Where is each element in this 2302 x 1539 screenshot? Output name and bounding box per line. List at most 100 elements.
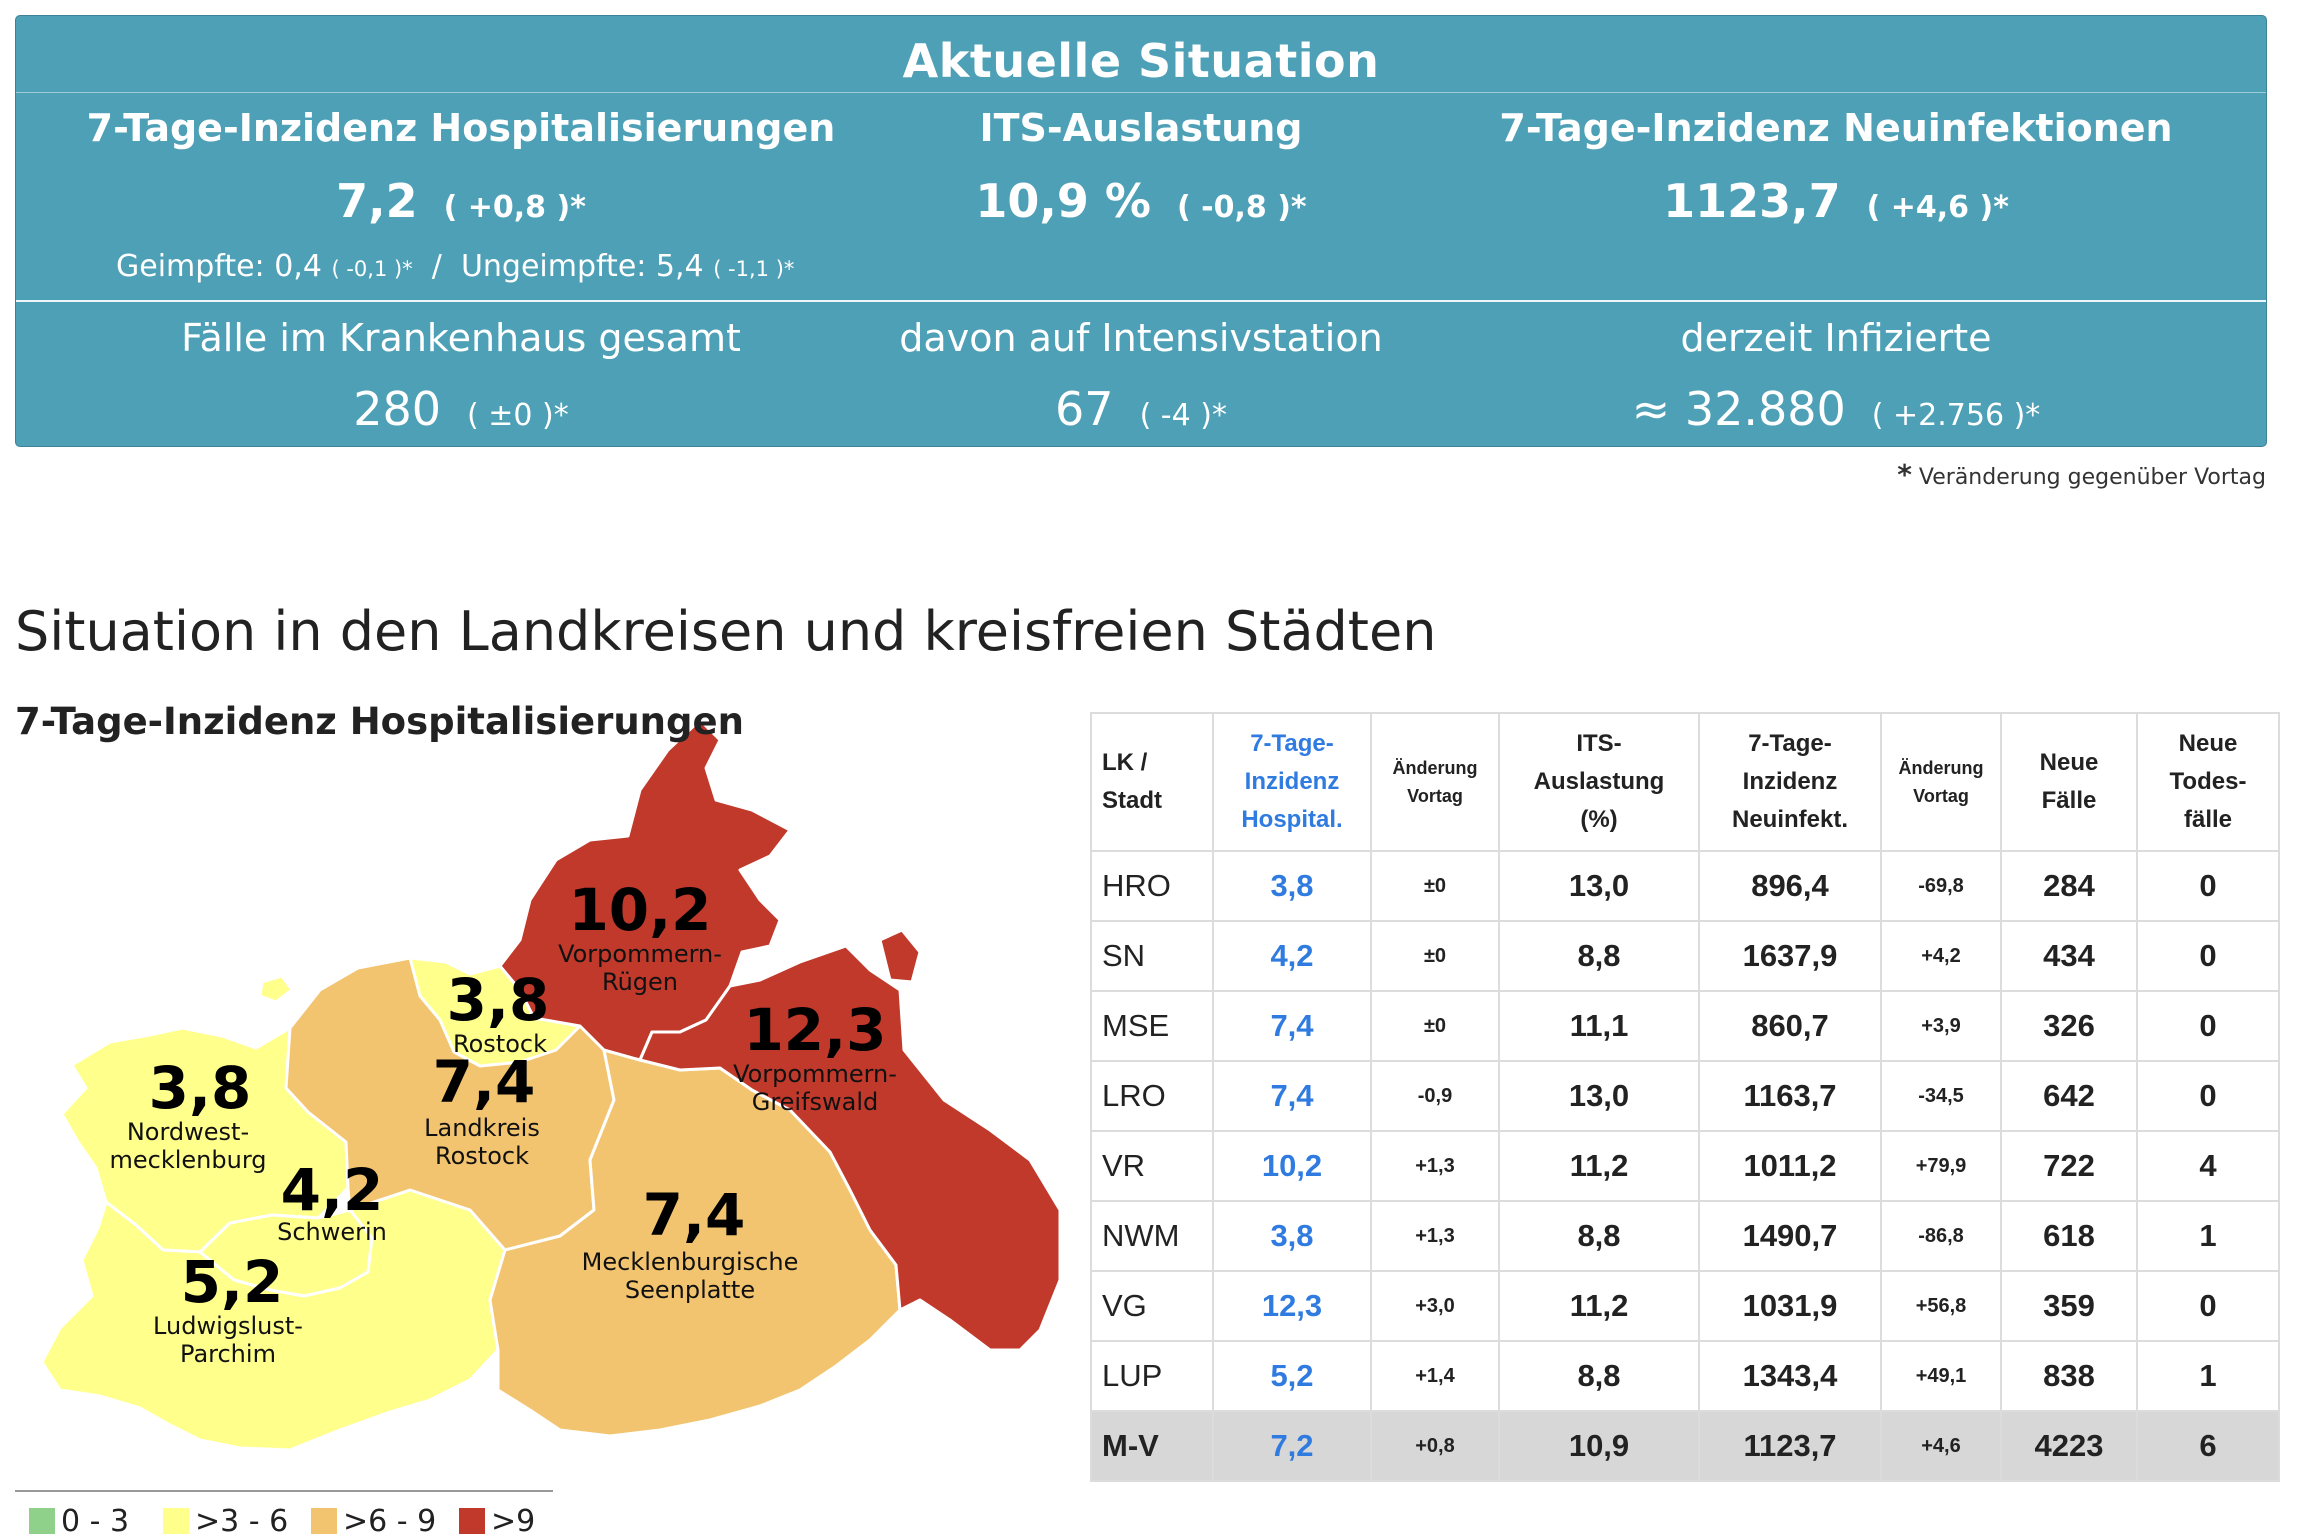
cell-new-cases: 838 <box>2000 1340 2138 1412</box>
icu: 67 ( -4 )* <box>841 382 1441 436</box>
legend-item: >9 <box>459 1504 535 1539</box>
cell-its: 13,0 <box>1498 1060 1700 1132</box>
hospital-total-delta: ( ±0 )* <box>467 398 569 433</box>
region-value-hro: 3,8 <box>447 966 550 1034</box>
region-name-sn: Schwerin <box>277 1218 387 1246</box>
table-row-total: M-V 7,2 +0,8 10,9 1123,7 +4,6 4223 6 <box>1090 1410 2280 1482</box>
hosp-incidence: 7,2 ( +0,8 )* <box>16 174 906 228</box>
district-table: LK / Stadt 7-Tage- Inzidenz Hospital. Änder… <box>1090 712 2280 1482</box>
map-title: 7-Tage-Inzidenz Hospitalisierungen <box>15 700 744 743</box>
table-row: NWM 3,8 +1,3 8,8 1490,7 -86,8 618 1 <box>1090 1200 2280 1272</box>
region-value-lup: 5,2 <box>181 1248 284 1316</box>
cell-its: 8,8 <box>1498 1200 1700 1272</box>
cell-deaths: 0 <box>2136 990 2280 1062</box>
separator: / <box>431 249 442 284</box>
cell-new-cases: 618 <box>2000 1200 2138 1272</box>
legend-label: >3 - 6 <box>195 1504 289 1539</box>
cell-district: LUP <box>1090 1340 1214 1412</box>
cell-its: 8,8 <box>1498 1340 1700 1412</box>
hospital-total-value: 280 <box>353 382 442 436</box>
cell-new-incidence: 1637,9 <box>1698 920 1882 992</box>
cell-district: HRO <box>1090 850 1214 922</box>
cell-district: M-V <box>1090 1410 1214 1482</box>
table-row: LRO 7,4 -0,9 13,0 1163,7 -34,5 642 0 <box>1090 1060 2280 1132</box>
cell-its: 8,8 <box>1498 920 1700 992</box>
region-name-hro: Rostock <box>453 1030 547 1058</box>
cell-deaths: 1 <box>2136 1340 2280 1412</box>
table-header-row: LK / Stadt 7-Tage- Inzidenz Hospital. Änder… <box>1090 712 2280 852</box>
region-value-nwm: 3,8 <box>149 1054 252 1122</box>
infected: ≈ 32.880 ( +2.756 )* <box>1456 382 2216 436</box>
cell-new-cases: 359 <box>2000 1270 2138 1342</box>
region-hro[interactable] <box>408 956 582 1068</box>
cell-hosp-change: ±0 <box>1370 990 1500 1062</box>
region-name-lro-2: Rostock <box>435 1142 529 1170</box>
region-lup[interactable] <box>40 1188 507 1452</box>
table-row: VG 12,3 +3,0 11,2 1031,9 +56,8 359 0 <box>1090 1270 2280 1342</box>
legend-item: >3 - 6 <box>163 1504 288 1539</box>
cell-hosp-incidence: 10,2 <box>1212 1130 1372 1202</box>
cell-new-change: +4,6 <box>1880 1410 2002 1482</box>
footnote-text: Veränderung gegenüber Vortag <box>1918 465 2266 490</box>
cell-new-incidence: 1490,7 <box>1698 1200 1882 1272</box>
table-row: VR 10,2 +1,3 11,2 1011,2 +79,9 722 4 <box>1090 1130 2280 1202</box>
cell-new-change: -34,5 <box>1880 1060 2002 1132</box>
cell-new-incidence: 1163,7 <box>1698 1060 1882 1132</box>
col-header-hosp-incidence: 7-Tage- Inzidenz Hospital. <box>1212 712 1372 852</box>
region-name-lup: Ludwigslust- <box>153 1312 303 1340</box>
cell-new-incidence: 1031,9 <box>1698 1270 1882 1342</box>
cell-district: LRO <box>1090 1060 1214 1132</box>
divider <box>16 300 2266 302</box>
new-infections: 1123,7 ( +4,6 )* <box>1456 174 2216 228</box>
footnote-star: * <box>1897 458 1912 491</box>
summary-panel: Aktuelle Situation 7-Tage-Inzidenz Hospi… <box>15 15 2267 447</box>
infected-value: ≈ 32.880 <box>1631 382 1846 436</box>
col-header-district: LK / Stadt <box>1090 712 1214 852</box>
region-name-nwm: Nordwest- <box>127 1118 249 1146</box>
cell-new-incidence: 1123,7 <box>1698 1410 1882 1482</box>
cell-hosp-change: +1,4 <box>1370 1340 1500 1412</box>
cell-district: VG <box>1090 1270 1214 1342</box>
region-vg[interactable] <box>638 944 1062 1352</box>
col-header-its: ITS- Auslastung (%) <box>1498 712 1700 852</box>
legend-label: 0 - 3 <box>61 1504 130 1539</box>
cell-its: 11,2 <box>1498 1270 1700 1342</box>
icu-delta: ( -4 )* <box>1139 398 1227 433</box>
col-header-deaths: Neue Todes-fälle <box>2136 712 2280 852</box>
vaccinated-value: Geimpfte: 0,4 <box>116 249 322 284</box>
region-name-lup-2: Parchim <box>180 1340 276 1368</box>
footnote: * Veränderung gegenüber Vortag <box>1897 458 2266 491</box>
its-delta: ( -0,8 )* <box>1177 190 1307 225</box>
region-name-mse-2: Seenplatte <box>625 1276 755 1304</box>
cell-district: SN <box>1090 920 1214 992</box>
legend-item: >6 - 9 <box>311 1504 436 1539</box>
cell-new-incidence: 1011,2 <box>1698 1130 1882 1202</box>
cell-hosp-incidence: 7,4 <box>1212 1060 1372 1132</box>
cell-new-cases: 434 <box>2000 920 2138 992</box>
cell-new-change: +49,1 <box>1880 1340 2002 1412</box>
region-vr[interactable] <box>498 718 792 1062</box>
cell-hosp-incidence: 7,2 <box>1212 1410 1372 1482</box>
hosp-incidence-value: 7,2 <box>336 174 418 228</box>
vaccination-breakdown: Geimpfte: 0,4 ( -0,1 )* / Ungeimpfte: 5,… <box>116 249 794 284</box>
divider <box>16 92 2266 93</box>
cell-hosp-incidence: 4,2 <box>1212 920 1372 992</box>
island-usedom <box>878 928 922 984</box>
section-title: Situation in den Landkreisen und kreisfr… <box>15 600 1437 663</box>
its: 10,9 % ( -0,8 )* <box>841 174 1441 228</box>
region-value-vr: 10,2 <box>568 876 711 944</box>
unvaccinated-value: Ungeimpfte: 5,4 <box>460 249 704 284</box>
region-name-vr: Vorpommern- <box>558 940 722 968</box>
legend-item: 0 - 3 <box>29 1504 129 1539</box>
col-header-hosp-change: Änderung Vortag <box>1370 712 1500 852</box>
cell-deaths: 0 <box>2136 850 2280 922</box>
cell-hosp-incidence: 3,8 <box>1212 1200 1372 1272</box>
region-value-sn: 4,2 <box>281 1156 384 1224</box>
cell-deaths: 1 <box>2136 1200 2280 1272</box>
cell-hosp-change: ±0 <box>1370 850 1500 922</box>
hosp-incidence-label: 7-Tage-Inzidenz Hospitalisierungen <box>86 106 836 150</box>
cell-new-change: -69,8 <box>1880 850 2002 922</box>
legend-label: >6 - 9 <box>343 1504 437 1539</box>
new-infections-value: 1123,7 <box>1663 174 1841 228</box>
cell-new-incidence: 1343,4 <box>1698 1340 1882 1412</box>
